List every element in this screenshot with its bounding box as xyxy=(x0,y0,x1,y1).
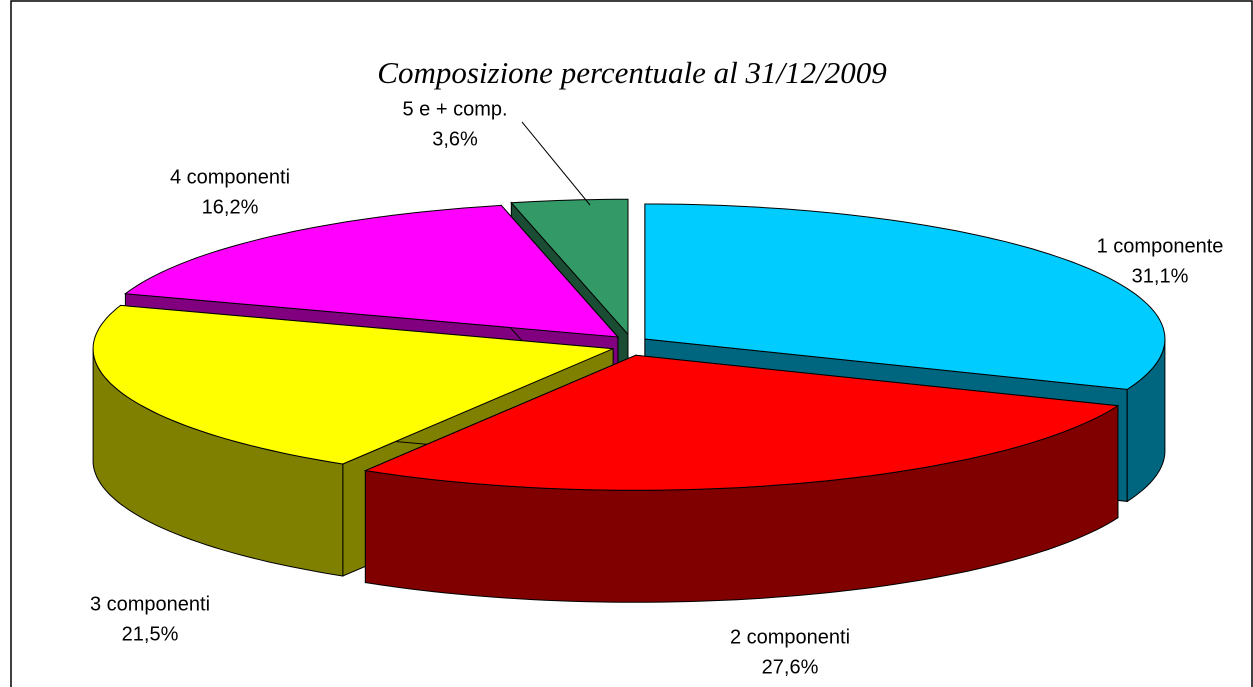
slice-value-label: 3,6% xyxy=(432,128,478,150)
slice-value-label: 16,2% xyxy=(202,196,259,218)
slice-label: 4 componenti xyxy=(170,166,290,188)
leader-line xyxy=(521,121,591,206)
pie xyxy=(92,198,1166,603)
slice xyxy=(644,203,1166,390)
slice-label: 2 componenti xyxy=(730,626,850,648)
slice xyxy=(510,198,629,336)
slice-value-label: 21,5% xyxy=(122,623,179,645)
slice xyxy=(363,354,1120,491)
slice xyxy=(92,304,614,465)
slice-value-label: 27,6% xyxy=(762,656,819,678)
slice xyxy=(124,204,620,338)
slice-label: 5 e + comp. xyxy=(402,98,507,120)
slice-value-label: 31,1% xyxy=(1132,265,1189,287)
slice-label: 1 componente xyxy=(1097,235,1224,257)
chart-title: Composizione percentuale al 31/12/2009 xyxy=(377,55,886,90)
slice-label: 3 componenti xyxy=(90,593,210,615)
labels: 1 componente 31,1% 2 componenti 27,6% 3 comp… xyxy=(90,98,1223,678)
